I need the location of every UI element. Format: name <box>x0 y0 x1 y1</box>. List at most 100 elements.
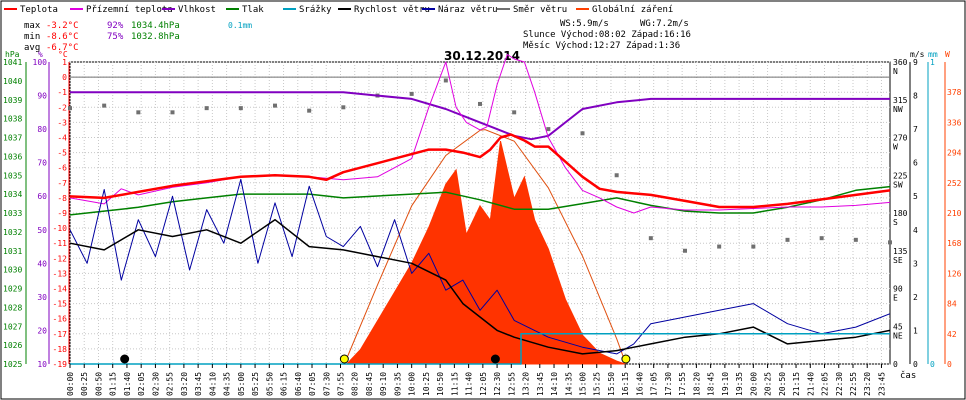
x-tick-label: 10:00 <box>408 372 417 396</box>
x-tick-label: 12:55 <box>507 372 516 396</box>
x-tick-label: 12:05 <box>479 372 488 396</box>
x-tick-label: 07:30 <box>322 372 331 396</box>
temperature-tick-label: -6 <box>57 164 67 173</box>
direction-tick-label: 225 <box>893 171 908 180</box>
series-temperature <box>69 133 891 209</box>
x-tick-label: 06:40 <box>294 372 303 396</box>
wind-direction-point <box>648 236 653 241</box>
x-tick-label: 22:30 <box>835 372 844 396</box>
x-tick-label: 01:15 <box>109 372 118 396</box>
direction-compass-label: NE <box>893 331 903 340</box>
min-label: min <box>24 32 40 42</box>
unit-headers: hPa % °C m/s mm W <box>5 50 950 59</box>
direction-tick-label: 270 <box>893 134 908 143</box>
humidity-tick-label: 30 <box>37 293 47 302</box>
radiation-unit: W <box>945 50 950 59</box>
wind-direction-point <box>409 91 414 96</box>
wind-direction-point <box>443 78 448 83</box>
x-tick-label: 16:15 <box>621 372 630 396</box>
temperature-tick-label: -4 <box>57 134 67 143</box>
wind-direction-point <box>853 237 858 242</box>
wind-tick-label: 4 <box>913 226 918 235</box>
legend-label: Teplota <box>20 5 58 15</box>
series-theoretical-radiation <box>343 129 627 365</box>
wind-direction-point <box>512 110 517 115</box>
humidity-tick-label: 100 <box>33 58 48 67</box>
radiation-tick-label: 168 <box>947 239 962 248</box>
temperature-tick-label: -16 <box>53 315 68 324</box>
radiation-tick-label: 42 <box>947 330 957 339</box>
wind-direction-point <box>170 110 175 115</box>
x-tick-label: 03:20 <box>180 372 189 396</box>
wind-gust-summary: WG:7.2m/s <box>640 19 689 29</box>
rain-total: 0.1mm <box>228 21 252 30</box>
series-global-radiation <box>345 140 626 365</box>
x-tick-label: 18:20 <box>692 372 701 396</box>
temperature-tick-label: -15 <box>53 300 68 309</box>
wind-direction-point <box>546 127 551 132</box>
pressure-tick-label: 1034 <box>3 190 22 199</box>
x-tick-label: 23:20 <box>863 372 872 396</box>
left-axes: 1041104010391038103710361035103410331032… <box>3 58 70 369</box>
x-tick-label: 15:25 <box>593 372 602 396</box>
wind-direction-point <box>238 106 243 111</box>
x-tick-label: 22:55 <box>849 372 858 396</box>
wind-direction-point <box>68 106 72 111</box>
x-tick-label: 08:45 <box>365 372 374 396</box>
direction-compass-label: NW <box>893 105 903 114</box>
humidity-tick-label: 50 <box>37 226 47 235</box>
series-pressure <box>69 185 891 216</box>
temperature-tick-label: -19 <box>53 360 68 369</box>
wind-direction-point <box>204 106 209 111</box>
wind-tick-label: 7 <box>913 125 918 134</box>
wind-tick-label: 6 <box>913 159 918 168</box>
min-pressure: 1032.8hPa <box>131 32 180 42</box>
temperature-tick-label: 0 <box>62 73 67 82</box>
min-temp: -8.6°C <box>46 32 79 42</box>
direction-tick-label: 135 <box>893 247 908 256</box>
max-humidity: 92% <box>107 21 124 31</box>
radiation-tick-label: 126 <box>947 269 962 278</box>
x-tick-label: 13:45 <box>536 372 545 396</box>
temperature-tick-label: 1 <box>62 58 67 67</box>
rain-tick-label: 1 <box>930 58 935 67</box>
x-tick-label: 00:25 <box>80 372 89 396</box>
pressure-tick-label: 1029 <box>3 285 22 294</box>
x-tick-label: 17:05 <box>650 372 659 396</box>
temperature-tick-label: -8 <box>57 194 67 203</box>
x-tick-label: 14:35 <box>564 372 573 396</box>
x-tick-label: 21:40 <box>806 372 815 396</box>
wind-direction-point <box>273 103 277 108</box>
x-tick-label: 18:45 <box>707 372 716 396</box>
pressure-tick-label: 1031 <box>3 247 22 256</box>
series-humidity <box>70 91 890 141</box>
sunrise-marker <box>339 354 349 364</box>
direction-tick-label: 315 <box>893 96 908 105</box>
wind-direction-point <box>683 248 687 253</box>
wind-direction-point <box>102 103 107 108</box>
min-humidity: 75% <box>107 32 124 42</box>
wind-direction-point <box>341 105 346 110</box>
radiation-tick-label: 210 <box>947 209 962 218</box>
wind-tick-label: 2 <box>913 293 918 302</box>
wind-direction-point <box>785 237 790 242</box>
radiation-tick-label: 336 <box>947 118 962 127</box>
x-tick-label: 07:05 <box>308 372 317 396</box>
chart-legend: Teplota Přízemní teplota Vlhkost Tlak Srážky… <box>4 5 673 15</box>
radiation-tick-label: 378 <box>947 88 962 97</box>
wind-tick-label: 1 <box>913 326 918 335</box>
direction-tick-label: 0 <box>893 360 898 369</box>
x-tick-label: 19:10 <box>721 372 730 396</box>
humidity-tick-label: 20 <box>37 326 47 335</box>
x-tick-label: 11:40 <box>465 372 474 396</box>
legend-label: Srážky <box>299 5 332 15</box>
x-tick-label: 11:15 <box>450 372 459 396</box>
pressure-tick-label: 1027 <box>3 322 22 331</box>
wind-direction-point <box>614 173 619 178</box>
humidity-tick-label: 10 <box>37 360 47 369</box>
radiation-tick-label: 294 <box>947 149 962 158</box>
pressure-tick-label: 1025 <box>3 360 22 369</box>
pressure-tick-label: 1026 <box>3 341 22 350</box>
